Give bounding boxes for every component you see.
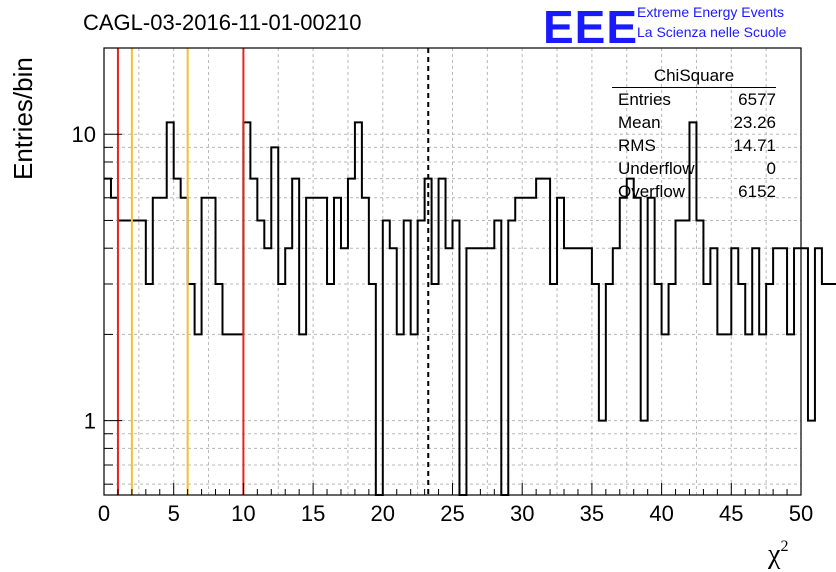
- y-tick-label: 10: [72, 122, 96, 147]
- stats-title: ChiSquare: [612, 66, 776, 88]
- stats-label: RMS: [618, 136, 656, 155]
- x-tick-label: 30: [510, 501, 534, 526]
- stats-value: 0: [766, 159, 776, 178]
- axis-tick-labels: 0 5 10 15 20 25 30 35 40 45 50 1 10: [72, 122, 814, 526]
- stats-box: ChiSquare Entries 6577 Mean 23.26 RMS 14…: [612, 66, 776, 203]
- marker-lines: [116, 48, 430, 495]
- stats-row-mean: Mean 23.26: [612, 111, 776, 134]
- stats-value: 6577: [738, 90, 776, 109]
- histogram-series: [104, 121, 836, 496]
- y-axis-label: Entries/bin: [8, 57, 38, 180]
- axis-ticks: [103, 47, 802, 495]
- chart-title: CAGL-03-2016-11-01-00210: [83, 10, 362, 35]
- stats-row-rms: RMS 14.71: [612, 134, 776, 157]
- stats-row-entries: Entries 6577: [612, 88, 776, 111]
- stats-label: Underflow: [618, 159, 695, 178]
- x-tick-label: 40: [649, 501, 673, 526]
- x-tick-label: 5: [168, 501, 180, 526]
- histogram-step-line: [104, 121, 836, 496]
- x-tick-label: 45: [719, 501, 743, 526]
- stats-label: Mean: [618, 113, 661, 132]
- stats-label: Overflow: [618, 182, 686, 201]
- logo-line-2: La Scienza nelle Scuole: [637, 24, 787, 40]
- stats-label: Entries: [618, 90, 671, 109]
- stats-value: 23.26: [733, 113, 776, 132]
- y-tick-label: 1: [84, 409, 96, 434]
- x-axis-label: χ2: [768, 538, 789, 570]
- logo-line-1: Extreme Energy Events: [637, 4, 785, 20]
- eee-logo: EEE: [543, 1, 639, 53]
- x-tick-label: 0: [98, 501, 110, 526]
- x-tick-label: 15: [301, 501, 325, 526]
- stats-value: 14.71: [733, 136, 776, 155]
- x-tick-label: 35: [580, 501, 604, 526]
- x-tick-label: 50: [789, 501, 813, 526]
- x-tick-label: 25: [440, 501, 464, 526]
- stats-row-underflow: Underflow 0: [612, 157, 776, 180]
- stats-row-overflow: Overflow 6152: [612, 180, 776, 203]
- x-tick-label: 10: [231, 501, 255, 526]
- stats-value: 6152: [738, 182, 776, 201]
- x-tick-label: 20: [371, 501, 395, 526]
